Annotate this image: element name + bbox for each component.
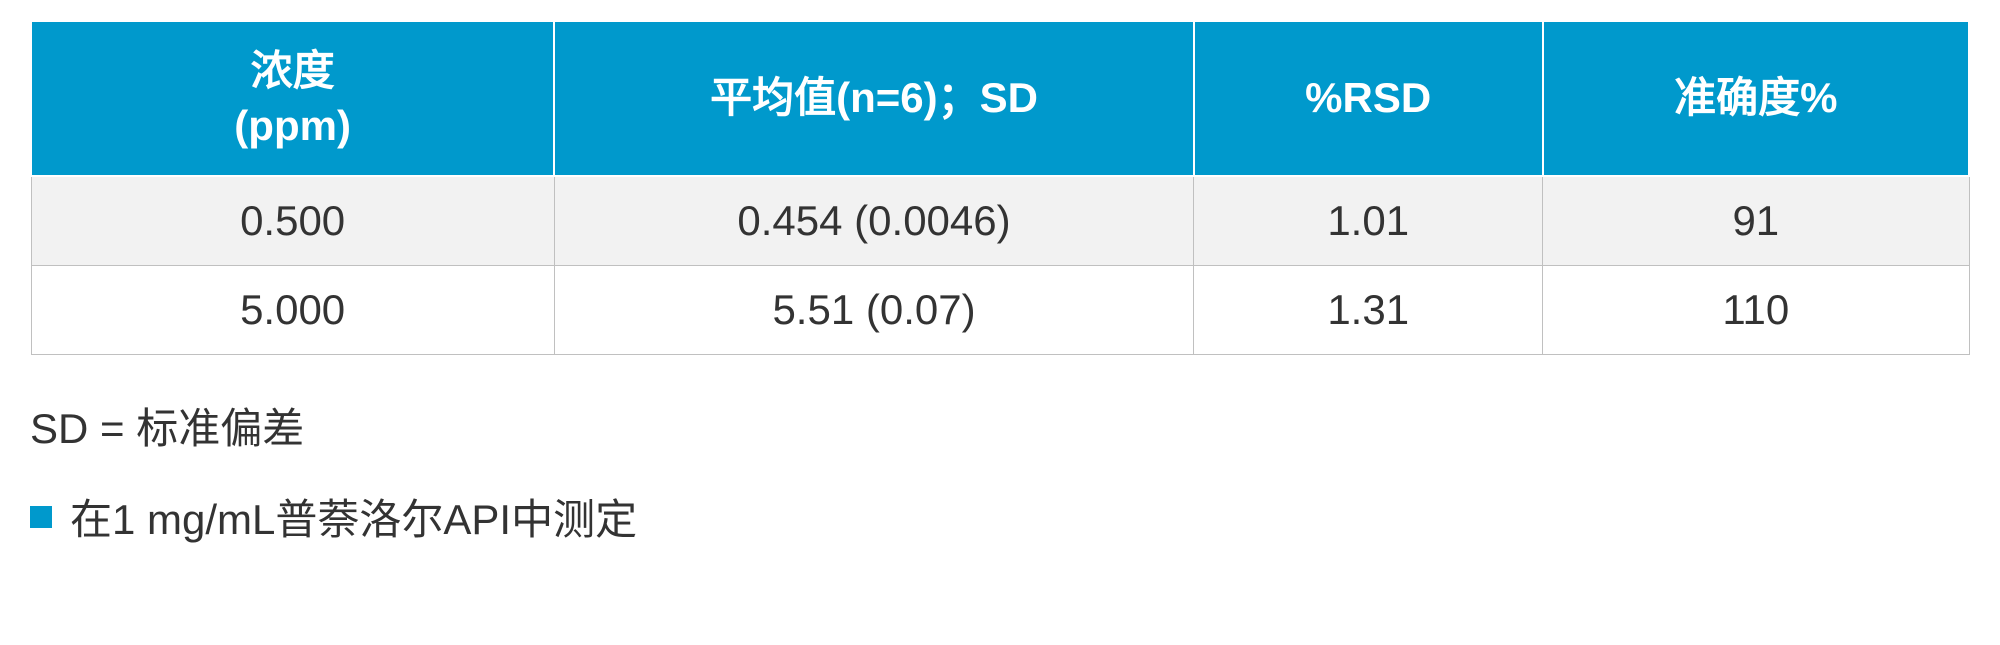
col-header-label: 浓度 [251, 47, 335, 94]
col-header-label: 平均值(n=6)；SD [710, 74, 1038, 121]
footnote-sd-definition: SD = 标准偏差 [30, 395, 1970, 456]
col-header-rsd: %RSD [1194, 21, 1543, 176]
col-header-label: %RSD [1305, 74, 1431, 121]
col-header-concentration: 浓度 (ppm) [31, 21, 554, 176]
cell-accuracy: 110 [1543, 266, 1969, 355]
col-header-mean-sd: 平均值(n=6)；SD [554, 21, 1194, 176]
col-header-label: 准确度% [1674, 74, 1837, 121]
table-row: 5.000 5.51 (0.07) 1.31 110 [31, 266, 1969, 355]
cell-mean-sd: 5.51 (0.07) [554, 266, 1194, 355]
col-header-sublabel: (ppm) [234, 102, 351, 149]
cell-rsd: 1.01 [1194, 176, 1543, 266]
table-header-row: 浓度 (ppm) 平均值(n=6)；SD %RSD 准确度% [31, 21, 1969, 176]
cell-mean-sd: 0.454 (0.0046) [554, 176, 1194, 266]
cell-concentration: 0.500 [31, 176, 554, 266]
bullet-note-text: 在1 mg/mL普萘洛尔API中测定 [70, 486, 637, 547]
cell-accuracy: 91 [1543, 176, 1969, 266]
precision-accuracy-table: 浓度 (ppm) 平均值(n=6)；SD %RSD 准确度% 0.500 0.4… [30, 20, 1970, 355]
cell-concentration: 5.000 [31, 266, 554, 355]
bullet-note: 在1 mg/mL普萘洛尔API中测定 [30, 486, 1970, 547]
table-row: 0.500 0.454 (0.0046) 1.01 91 [31, 176, 1969, 266]
square-bullet-icon [30, 506, 52, 528]
col-header-accuracy: 准确度% [1543, 21, 1969, 176]
cell-rsd: 1.31 [1194, 266, 1543, 355]
